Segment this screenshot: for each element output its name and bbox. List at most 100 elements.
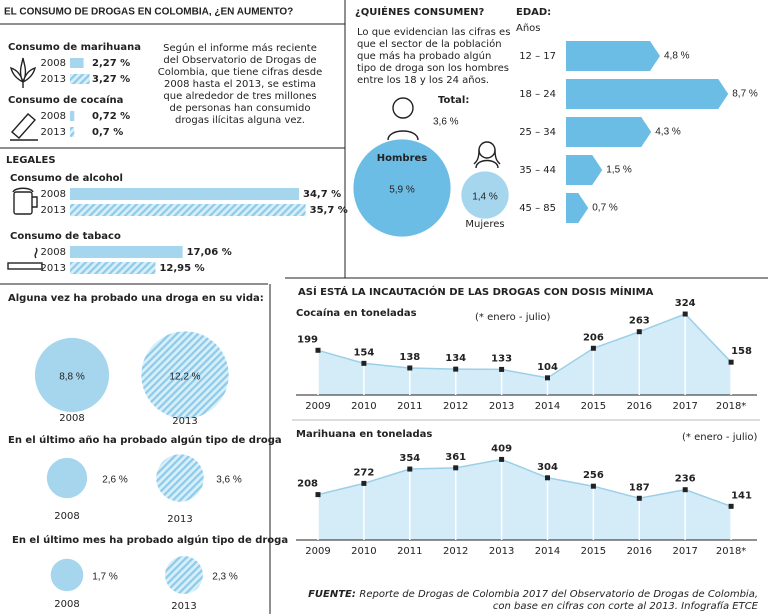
year-label: 2008	[41, 111, 66, 122]
intro-text: Colombia, que tiene cifras desde	[158, 67, 323, 78]
value-label: 133	[491, 353, 512, 364]
category-label: 35 – 44	[519, 165, 556, 176]
section-label: Consumo de cocaína	[8, 94, 123, 106]
source-line: Reporte de Drogas de Colombia 2017 del O…	[359, 589, 758, 600]
bar	[566, 117, 652, 147]
value-label: 199	[297, 334, 318, 345]
line	[317, 313, 732, 379]
point	[545, 475, 550, 481]
value-label: 409	[491, 443, 512, 454]
point	[499, 456, 505, 462]
group-label: Hombres	[377, 153, 428, 164]
point	[315, 347, 321, 353]
year-label: 2008	[54, 599, 79, 610]
value-label: 272	[353, 467, 374, 478]
bar	[70, 111, 75, 121]
group-circle	[461, 171, 509, 219]
value-label: 17,06 %	[187, 247, 232, 258]
x-tick-label: 2011	[397, 546, 422, 557]
value-label: 35,7 %	[310, 205, 348, 216]
bar	[70, 58, 84, 68]
total-label: Total:	[438, 95, 469, 106]
intro-text: 2008 hasta el 2013, se estima	[164, 79, 316, 90]
value-label: 8,8 %	[59, 372, 85, 383]
section-label: En el último año ha probado algún tipo d…	[8, 434, 282, 446]
source: FUENTE: Reporte de Drogas de Colombia 20…	[308, 589, 758, 600]
year-label: 2008	[59, 413, 84, 424]
point	[728, 359, 734, 365]
value-label: 3,6 %	[216, 475, 242, 486]
chart-note: (* enero - julio)	[682, 432, 757, 443]
x-tick-label: 2012	[443, 546, 468, 557]
value-label: 12,2 %	[169, 372, 200, 383]
x-tick-label: 2013	[489, 546, 514, 557]
group-circle	[353, 139, 451, 237]
point	[728, 503, 734, 509]
circle-mark	[34, 337, 110, 413]
bar	[70, 246, 183, 258]
value-label: 134	[445, 353, 466, 364]
value-label: 141	[731, 490, 752, 501]
section-label: Alguna vez ha probado una droga en su vi…	[8, 293, 264, 304]
value-label: 2,3 %	[212, 572, 238, 583]
x-tick-label: 2010	[351, 401, 376, 412]
x-tick-label: 2018*	[716, 401, 746, 412]
category-label: 45 – 85	[519, 203, 556, 214]
x-tick-label: 2009	[305, 546, 330, 557]
point	[636, 329, 642, 335]
section-label: En el último mes ha probado algún tipo d…	[12, 534, 288, 546]
title: EL CONSUMO DE DROGAS EN COLOMBIA, ¿EN AU…	[4, 7, 293, 18]
value-label: 263	[629, 316, 650, 327]
value-label: 8,7 %	[732, 89, 758, 100]
value-label: 256	[583, 470, 604, 481]
bar	[70, 188, 300, 200]
circle-mark	[50, 558, 84, 592]
value-label: 324	[675, 298, 696, 309]
point	[361, 480, 367, 486]
who-text: que el sector de la población	[357, 38, 502, 50]
point	[315, 492, 321, 498]
category-label: 12 – 17	[519, 51, 556, 62]
point	[453, 465, 459, 471]
who-text: tipo de droga son los hombres	[357, 63, 509, 74]
x-tick-label: 2014	[535, 546, 560, 557]
circle-mark	[165, 556, 203, 594]
x-tick-label: 2013	[489, 401, 514, 412]
value-label: 158	[731, 346, 752, 357]
subtitle: Años	[516, 23, 541, 34]
value-label: 2,6 %	[102, 475, 128, 486]
who-text: Lo que evidencian las cifras es	[357, 27, 510, 38]
value-label: 0,7 %	[92, 127, 123, 138]
bar	[70, 262, 156, 274]
point	[682, 487, 688, 493]
point	[636, 495, 642, 501]
x-tick-label: 2017	[672, 546, 697, 557]
value-label: 1,5 %	[606, 165, 632, 176]
line	[317, 458, 732, 508]
year-label: 2013	[41, 263, 66, 274]
area	[318, 459, 732, 540]
category-label: 18 – 24	[519, 89, 556, 100]
point	[590, 345, 596, 351]
chart-note: (* enero - julio)	[475, 312, 550, 323]
chart-title: Marihuana en toneladas	[296, 429, 432, 440]
category-label: 25 – 34	[519, 127, 556, 138]
value-label: 138	[399, 352, 420, 363]
value-label: 4,3 %	[655, 127, 681, 138]
value-label: 187	[629, 482, 650, 493]
year-label: 2008	[54, 511, 79, 522]
intro-text: del Observatorio de Drogas de	[163, 55, 316, 66]
bar	[566, 41, 660, 71]
bar	[566, 193, 589, 223]
value-label: 361	[445, 452, 466, 463]
area	[318, 314, 732, 395]
year-label: 2013	[167, 514, 192, 525]
value-label: 3,27 %	[92, 74, 130, 85]
x-tick-label: 2016	[627, 401, 652, 412]
x-tick-label: 2012	[443, 401, 468, 412]
point	[407, 365, 413, 371]
value-label: 0,72 %	[92, 111, 130, 122]
intro-text: que alrededor de tres millones	[163, 91, 316, 102]
x-tick-label: 2018*	[716, 546, 746, 557]
